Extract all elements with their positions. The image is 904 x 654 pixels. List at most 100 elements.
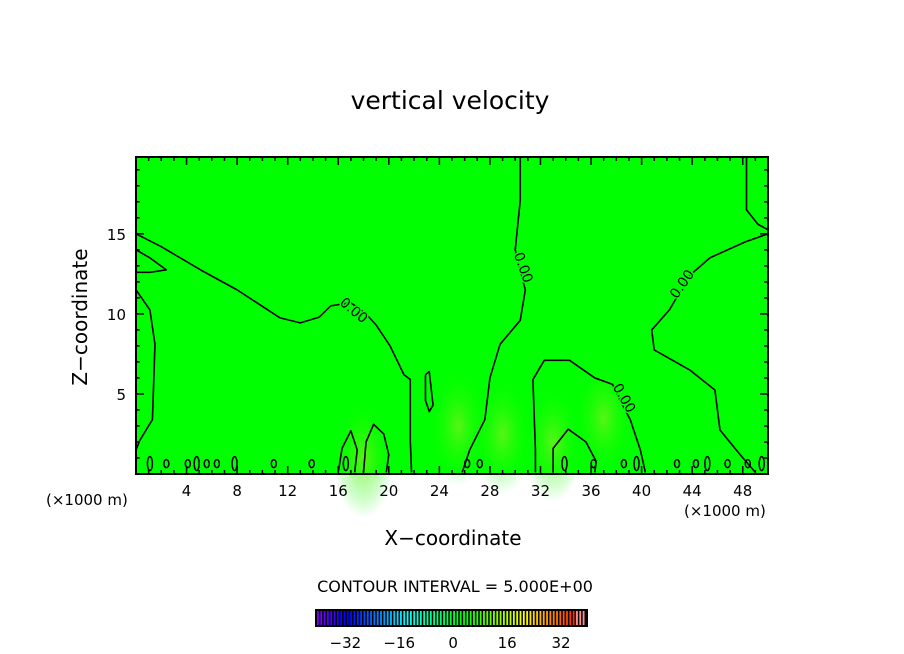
colorbar-swatch: [569, 611, 572, 625]
colorbar-swatch: [486, 611, 489, 625]
colorbar-swatch: [370, 611, 372, 625]
colorbar-swatch: [403, 611, 406, 625]
x-tick-label: 36: [581, 482, 600, 500]
colorbar-swatch: [499, 611, 502, 625]
colorbar-swatch: [526, 611, 529, 625]
colorbar-swatch: [330, 611, 333, 625]
contour-cell: [704, 455, 711, 472]
colorbar-swatch: [343, 611, 346, 625]
colorbar-swatch: [363, 611, 366, 625]
colorbar-swatch: [353, 611, 356, 625]
colorbar-swatch: [390, 611, 392, 625]
y-tick-label: 5: [116, 386, 126, 404]
colorbar-swatch: [576, 611, 578, 625]
x-tick-label: 4: [182, 482, 192, 500]
contour-line: [424, 370, 434, 413]
colorbar-swatch: [323, 611, 326, 625]
colorbar-swatch: [473, 611, 475, 625]
colorbar-tick-label: 0: [448, 634, 458, 652]
colorbar-swatch: [423, 611, 426, 625]
contour-cell: [673, 458, 681, 469]
colorbar-swatch: [532, 611, 535, 625]
colorbar-swatch: [400, 611, 402, 625]
colorbar-swatch: [350, 611, 353, 625]
x-axis-label: X−coordinate: [384, 526, 522, 550]
contour-line: [135, 249, 168, 274]
colorbar-swatch: [336, 611, 339, 625]
colorbar-swatch: [419, 611, 422, 625]
y-tick-label: 10: [107, 306, 126, 324]
x-unit-label-left: (×1000 m): [46, 491, 128, 509]
colorbar-swatch: [406, 611, 409, 625]
colorbar-swatch: [433, 611, 436, 625]
contour-cell: [633, 455, 640, 472]
contour-line: [532, 359, 647, 473]
contour-cell: [308, 458, 315, 469]
colorbar-swatch: [582, 611, 585, 625]
colorbar-swatch: [373, 611, 376, 625]
contour-cell: [231, 455, 238, 472]
contour-cell: [203, 458, 211, 469]
contour-cell: [758, 455, 765, 472]
colorbar-swatch: [429, 611, 432, 625]
colorbar-swatch: [552, 611, 555, 625]
x-tick-label: 8: [232, 482, 242, 500]
colorbar-swatch: [566, 611, 568, 625]
colorbar-swatch: [572, 611, 575, 625]
colorbar-swatch: [436, 611, 439, 625]
contour-line: [337, 429, 359, 473]
x-tick-label: 24: [430, 482, 449, 500]
colorbar-swatch: [439, 611, 442, 625]
colorbar-swatch: [459, 611, 462, 625]
x-unit-label-right: (×1000 m): [684, 502, 766, 520]
contour-cell: [744, 458, 752, 469]
contour-cell: [213, 458, 221, 469]
colorbar-swatch: [542, 611, 545, 625]
colorbar-swatch: [386, 611, 389, 625]
contour-cell: [476, 458, 484, 469]
contour-cell: [184, 458, 192, 469]
colorbar-swatch: [463, 611, 465, 625]
colorbar-swatch: [529, 611, 532, 625]
contour-cell: [342, 455, 350, 472]
contour-cell: [193, 455, 200, 472]
colorbar-swatch: [383, 611, 386, 625]
contour-interval-label: CONTOUR INTERVAL = 5.000E+00: [317, 577, 593, 596]
contour-cell: [163, 458, 170, 469]
colorbar-swatch: [519, 611, 522, 625]
colorbar-swatch: [506, 611, 509, 625]
x-tick-label: 12: [278, 482, 297, 500]
colorbar-swatch: [340, 611, 343, 625]
colorbar-swatch: [396, 611, 399, 625]
contour-line: [650, 233, 769, 473]
colorbar-swatch: [512, 611, 515, 625]
field-patch: [523, 381, 584, 502]
colorbar-swatch: [546, 611, 548, 625]
colorbar-swatch: [522, 611, 525, 625]
colorbar-tick-label: 16: [498, 634, 517, 652]
colorbar-swatch: [416, 611, 419, 625]
colorbar-swatch: [366, 611, 369, 625]
contour-cell: [463, 458, 471, 469]
field-patch: [428, 365, 489, 486]
contour-cell: [561, 455, 568, 472]
colorbar-swatch: [409, 611, 412, 625]
x-tick-label: 28: [480, 482, 499, 500]
colorbar-swatch: [559, 611, 562, 625]
contour-cell: [590, 458, 597, 469]
colorbar-swatch: [536, 611, 539, 625]
colorbar-swatch: [326, 611, 329, 625]
colorbar-swatch: [320, 611, 323, 625]
colorbar-swatch: [539, 611, 542, 625]
contour-cell: [270, 458, 278, 469]
colorbar-tick-label: 32: [551, 634, 570, 652]
colorbar-swatch: [413, 611, 416, 625]
contour-cell: [724, 458, 731, 469]
colorbar-swatch: [469, 611, 472, 625]
contour-line: [135, 233, 413, 473]
x-tick-label: 20: [379, 482, 398, 500]
colorbar-swatch: [483, 611, 485, 625]
field-patch: [472, 373, 533, 494]
colorbar-swatch: [489, 611, 492, 625]
